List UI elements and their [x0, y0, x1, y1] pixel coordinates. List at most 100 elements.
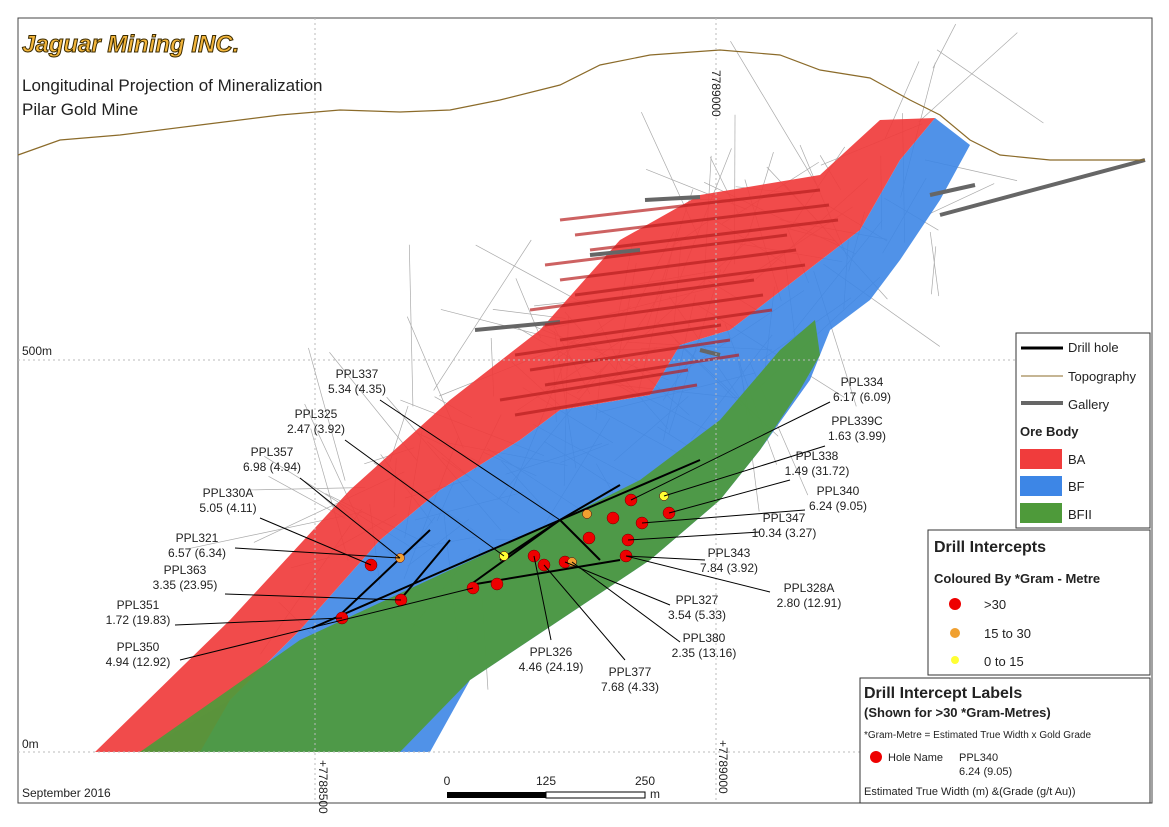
gallery: [929, 183, 976, 197]
legend-swatch: [1020, 503, 1062, 523]
ore-drive: [544, 233, 788, 267]
legend-heading: Drill Intercept Labels: [864, 685, 1022, 702]
hole-name: PPL351: [117, 598, 160, 612]
legend-item: Estimated True Width (m) &(Grade (g/t Au…: [864, 786, 1076, 798]
legend-box: [927, 529, 1151, 676]
ore-drive: [559, 248, 797, 282]
hole-name: PPL334: [841, 375, 884, 389]
hole-name: PPL321: [176, 531, 219, 545]
drill-hole: [311, 519, 561, 629]
leader-line: [630, 401, 831, 501]
hole-values: 7.84 (3.92): [700, 561, 758, 575]
hole-values: 2.80 (12.91): [777, 596, 842, 610]
date: September 2016: [22, 786, 111, 800]
ore-drive: [589, 218, 839, 252]
legend-swatch: [1020, 476, 1062, 496]
intercept-dot: [582, 531, 596, 545]
leader-line: [299, 477, 401, 559]
ore-drive: [559, 308, 773, 342]
drill-hole: [499, 519, 561, 561]
ore-drive: [574, 203, 830, 237]
intercept-dot: [582, 509, 592, 519]
title: Pilar Gold Mine: [22, 100, 138, 119]
hole-name: PPL340: [817, 484, 860, 498]
legend-heading: Drill Intercepts: [934, 539, 1046, 556]
hole-name: PPL327: [676, 593, 719, 607]
drill-trace: [936, 49, 1044, 124]
leader-line: [234, 547, 401, 559]
ore-drive: [544, 353, 740, 387]
easting-label: 7789000: [709, 70, 723, 117]
hole-values: 1.72 (19.83): [106, 613, 171, 627]
elevation-label: 0m: [22, 737, 39, 751]
intercept-legend: Drill Intercepts Coloured By *Gram - Met…: [927, 529, 1151, 676]
leader-line: [641, 509, 806, 524]
hole-values: 4.46 (24.19): [519, 660, 584, 674]
drill-trace: [918, 32, 1018, 123]
ore-drive: [514, 323, 722, 357]
legend-subtitle: (Shown for >30 *Gram-Metres): [864, 705, 1051, 720]
legend-item: 0 to 15: [984, 654, 1024, 669]
ore-drive: [559, 188, 821, 222]
hole-values: 2.35 (13.16): [672, 646, 737, 660]
leader-line: [663, 445, 826, 497]
gallery: [474, 320, 561, 332]
hole-values: 6.24 (9.05): [809, 499, 867, 513]
drill-trace: [250, 487, 366, 491]
ore-body-bf: [140, 118, 970, 752]
leader-line: [668, 479, 791, 514]
scale-bar: 0 125 250 m: [444, 774, 660, 801]
legend-subtitle: Coloured By *Gram - Metre: [934, 571, 1100, 586]
hole-name: PPL338: [796, 449, 839, 463]
legend-symbol: [951, 656, 959, 664]
topography: [17, 49, 1145, 161]
hole-name: PPL328A: [784, 581, 835, 595]
hole-values: 10.34 (3.27): [752, 526, 817, 540]
legend-symbol: [870, 751, 882, 763]
easting-label: +7789000: [716, 740, 730, 794]
hole-name: PPL339C: [831, 414, 883, 428]
leader-line: [571, 561, 681, 643]
drill-trace: [730, 40, 818, 186]
hole-values: 4.94 (12.92): [106, 655, 171, 669]
easting-label: +7788500: [316, 760, 330, 814]
hole-values: 1.63 (3.99): [828, 429, 886, 443]
galleries: [474, 158, 1146, 417]
ore-drive: [514, 383, 698, 417]
legend-symbol: [949, 598, 961, 610]
ore-drive: [544, 293, 764, 327]
drill-hole: [559, 484, 621, 521]
gallery: [939, 158, 1146, 217]
hole-name: PPL357: [251, 445, 294, 459]
legend-item: BFII: [1068, 507, 1092, 522]
drill-hole: [559, 519, 601, 561]
intercept-dot: [490, 577, 504, 591]
drill-trace: [931, 246, 937, 295]
drill-trace: [408, 244, 414, 407]
drill-trace: [932, 23, 957, 69]
elevation-label: 500m: [22, 344, 52, 358]
drill-hole: [559, 459, 701, 521]
drill-trace: [928, 183, 995, 215]
scale-tick: 125: [536, 774, 556, 788]
ore-drive: [499, 368, 689, 402]
legend-item: Hole Name: [888, 752, 943, 764]
drill-trace: [433, 239, 532, 391]
legend-symbol: [950, 628, 960, 638]
legend-item: BA: [1068, 452, 1086, 467]
legend-item: 6.24 (9.05): [959, 766, 1012, 778]
gallery: [699, 348, 721, 357]
hole-values: 3.54 (5.33): [668, 608, 726, 622]
legend-item: 15 to 30: [984, 626, 1031, 641]
drill-trace: [515, 278, 542, 339]
leader-line: [224, 593, 402, 601]
intercept-dot: [606, 511, 620, 525]
legend-item: BF: [1068, 479, 1085, 494]
legend-heading: Ore Body: [1020, 424, 1079, 439]
gallery: [644, 195, 701, 202]
leader-line: [259, 517, 372, 566]
scale-tick: 250: [635, 774, 655, 788]
hole-values: 1.49 (31.72): [785, 464, 850, 478]
hole-values: 5.05 (4.11): [199, 501, 256, 515]
hole-values: 6.57 (6.34): [168, 546, 226, 560]
